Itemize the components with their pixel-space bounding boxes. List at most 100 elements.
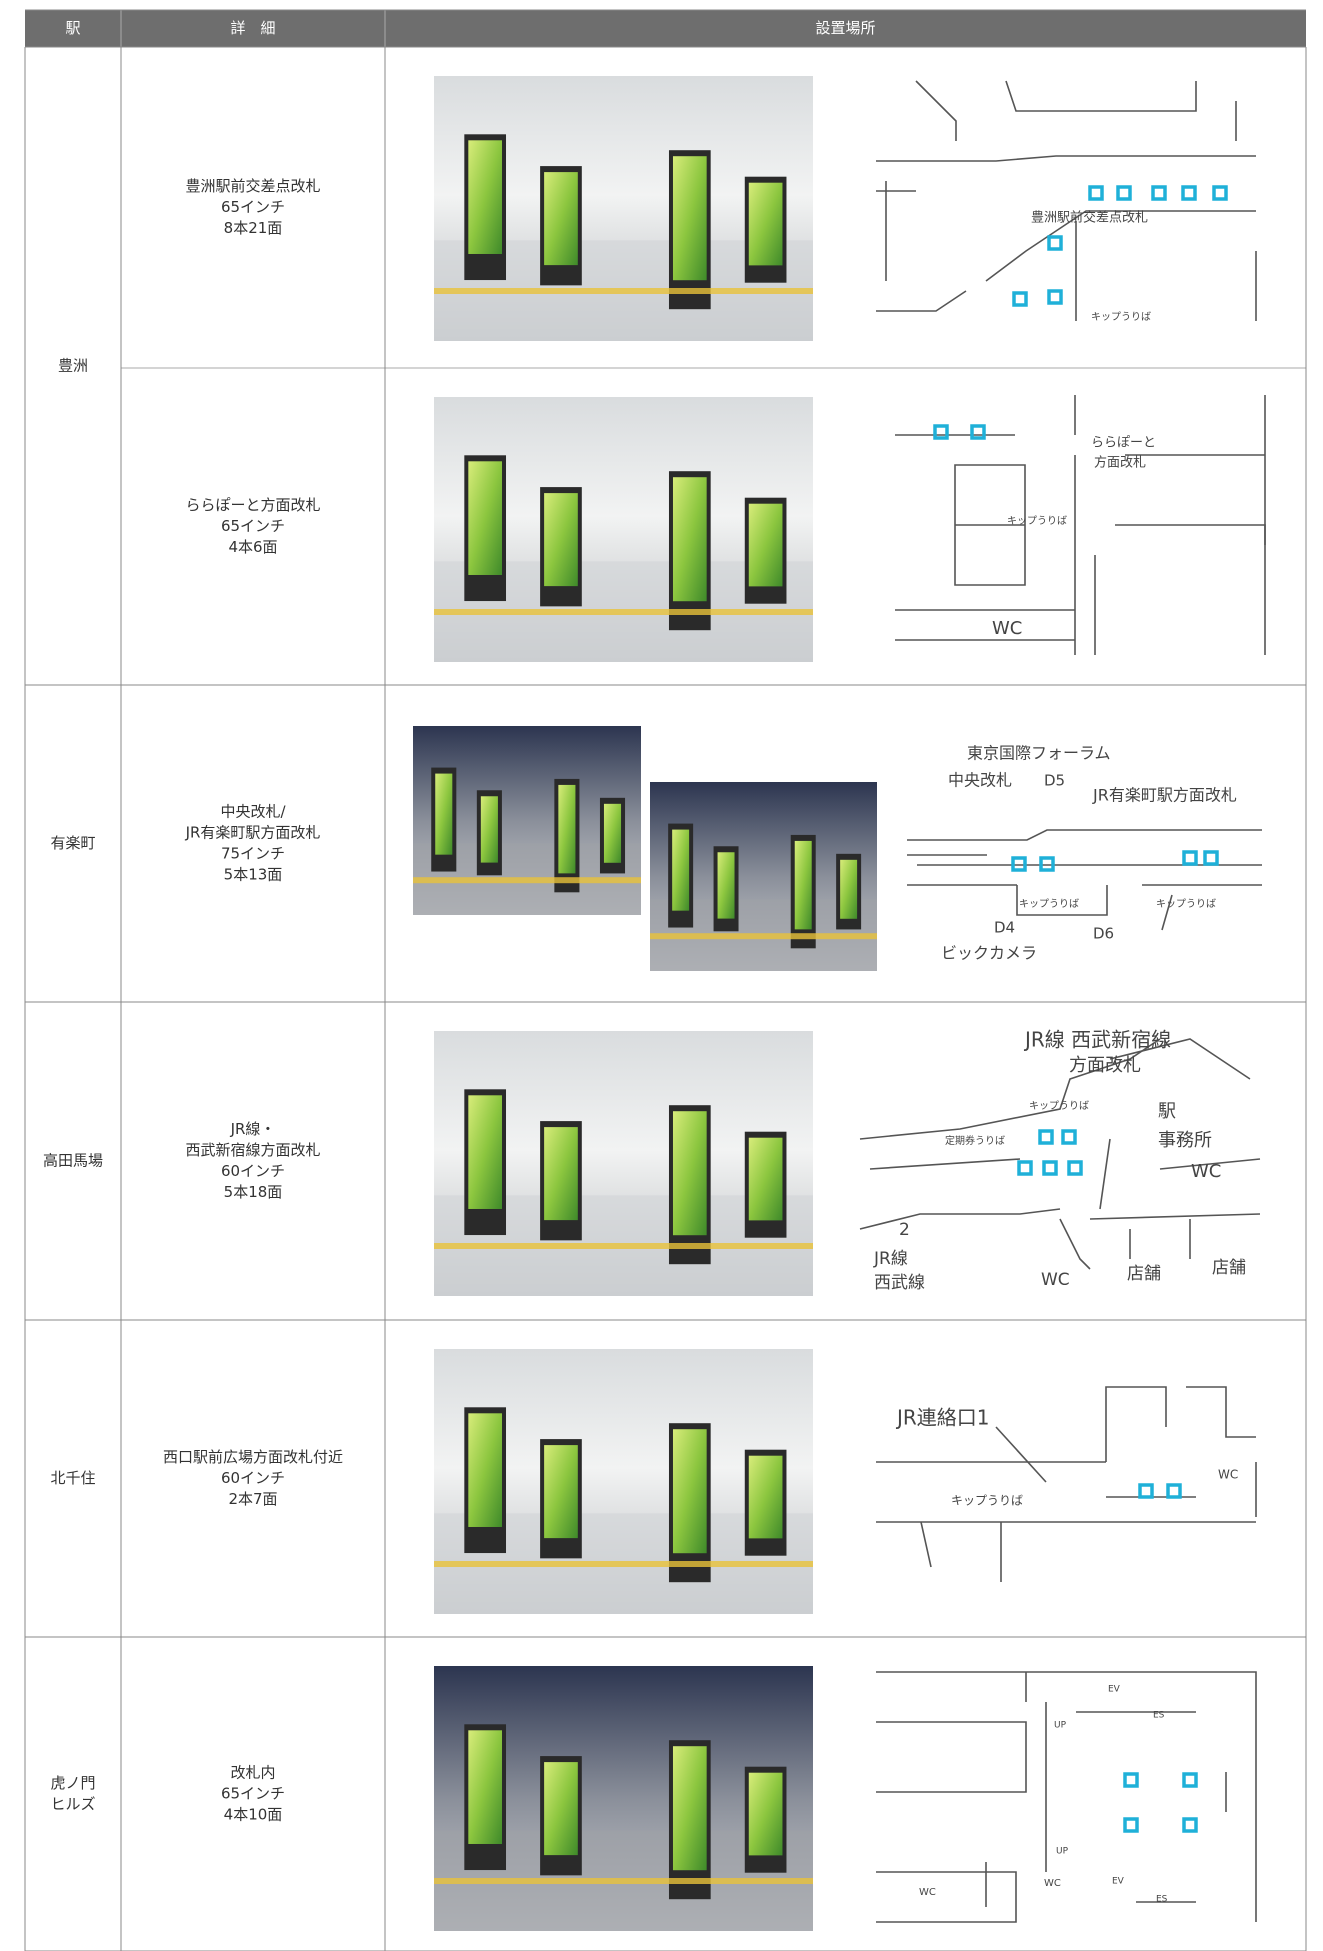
tactile-line [434, 288, 813, 294]
tactile-line [434, 1561, 813, 1567]
screen [544, 1762, 578, 1856]
map-label: 2 [899, 1220, 910, 1240]
map-label: 中央改札 [948, 771, 1012, 790]
station-name: 虎ノ門 [50, 1774, 95, 1792]
screen-marker [1182, 1817, 1198, 1833]
screen [794, 840, 812, 930]
screen-marker [1047, 235, 1063, 251]
tactile-line [650, 933, 877, 940]
map-label: UP [1056, 1847, 1069, 1857]
screen [468, 461, 503, 575]
detail-line: 5本13面 [224, 866, 283, 884]
map-label: JR線 西武新宿線 [1023, 1028, 1171, 1052]
map-label: ららぽーと [1091, 436, 1156, 451]
map-label: 事務所 [1158, 1130, 1212, 1151]
map-wall [859, 1208, 1061, 1230]
detail-line: 中央改札/ [220, 803, 286, 821]
screen [544, 493, 578, 587]
map-wall [1099, 1138, 1111, 1210]
screen [840, 859, 858, 919]
screen [672, 477, 707, 602]
photo [650, 782, 877, 971]
screen [748, 1137, 783, 1221]
detail-line: 5本18面 [224, 1183, 283, 1201]
screen-marker [1203, 850, 1219, 866]
detail-line: 西口駅前広場方面改札付近 [163, 1448, 343, 1466]
map-label: WC [992, 618, 1022, 639]
map-label: EV [1112, 1877, 1125, 1887]
map-label: 方面改札 [1069, 1055, 1141, 1076]
screen [544, 1445, 578, 1539]
screen-marker [1123, 1817, 1139, 1833]
detail-line: 2本7面 [228, 1490, 277, 1508]
photo [434, 1666, 813, 1931]
station-name: ヒルズ [50, 1795, 95, 1813]
screen [468, 1095, 503, 1209]
screen-marker [1166, 1483, 1182, 1499]
screen [468, 1730, 503, 1844]
map-label: D4 [994, 919, 1015, 937]
screen-marker [1116, 185, 1132, 201]
screen [468, 1413, 503, 1527]
tactile-line [413, 877, 641, 884]
photo [434, 76, 813, 341]
map-wall [1105, 1386, 1167, 1462]
map-label: 東京国際フォーラム [967, 744, 1111, 763]
detail-line: JR線・ [230, 1120, 276, 1138]
screen [748, 182, 783, 266]
detail-line: 豊洲駅前交差点改札 [185, 177, 320, 195]
map-wall [1005, 80, 1197, 112]
map-label: D5 [1044, 772, 1065, 790]
map-label: 豊洲駅前交差点改札 [1031, 210, 1148, 226]
screen [672, 1429, 707, 1554]
map-wall [995, 1426, 1047, 1483]
detail-line: 4本6面 [228, 538, 277, 556]
map-label: キップうりば [1019, 898, 1079, 910]
screen [748, 1455, 783, 1539]
detail-line: 75インチ [221, 845, 285, 863]
station-name: 豊洲 [58, 357, 88, 375]
screen [748, 503, 783, 587]
map-label: 西武線 [874, 1273, 925, 1293]
screen [435, 773, 453, 855]
screen-marker [1067, 1160, 1083, 1176]
screen [480, 796, 498, 863]
screen [717, 852, 735, 919]
map-wall [876, 1721, 1027, 1793]
map-wall [876, 1871, 1017, 1923]
map-wall [915, 80, 957, 141]
header-bg [25, 10, 1306, 47]
detail-line: 60インチ [221, 1469, 285, 1487]
screen-marker [970, 424, 986, 440]
screen [672, 829, 690, 911]
station-name: 高田馬場 [43, 1152, 103, 1170]
map-label: キップうりば [1029, 1100, 1089, 1112]
map-wall [1089, 1213, 1261, 1220]
screen-marker [1038, 1129, 1054, 1145]
map-label: JR線 [873, 1249, 908, 1269]
map-label: D6 [1093, 925, 1114, 943]
photo [434, 1349, 813, 1614]
map-wall [920, 1521, 932, 1568]
map-wall [876, 1671, 1257, 1922]
detail-line: 65インチ [221, 517, 285, 535]
tactile-line [434, 1878, 813, 1884]
screen-marker [1151, 185, 1167, 201]
map-label: WC [1191, 1161, 1221, 1182]
map-label: キップうりば [1091, 311, 1151, 323]
screen-marker [1039, 856, 1055, 872]
screen-marker [933, 424, 949, 440]
screen [544, 1127, 578, 1221]
screen [672, 1111, 707, 1236]
map-wall [876, 290, 967, 312]
screen-marker [1088, 185, 1104, 201]
map-wall [859, 1038, 1161, 1140]
photo [434, 1031, 813, 1296]
map-wall [1109, 1038, 1251, 1080]
